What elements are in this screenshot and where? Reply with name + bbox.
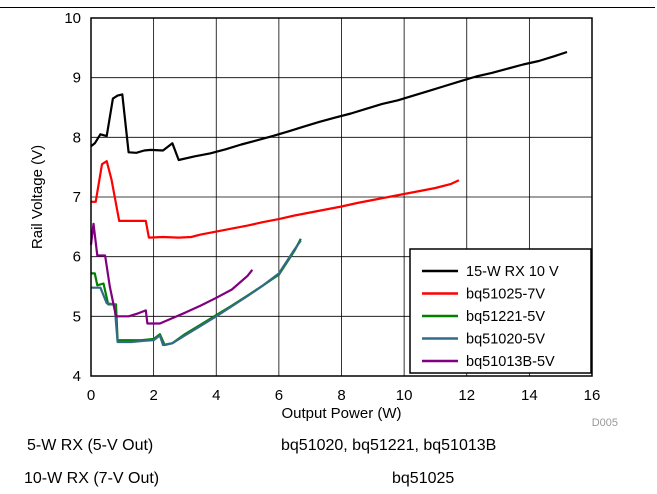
series-line-5 xyxy=(89,222,254,325)
x-tick-label: 0 xyxy=(87,387,95,404)
x-tick-label: 16 xyxy=(584,387,601,404)
legend: 15-W RX 10 V bq51025-7V bq51221-5V bq51020-… xyxy=(409,248,592,374)
series-line-4 xyxy=(91,239,302,347)
footer-row-1-left: 5-W RX (5-V Out) xyxy=(27,437,154,454)
y-tick-label: 10 xyxy=(64,10,81,27)
footer-row-2-right: bq51025 xyxy=(392,470,455,487)
legend-label-4: bq51020-5V xyxy=(466,332,545,348)
plot-frame xyxy=(90,17,593,377)
x-axis-label: Output Power (W) xyxy=(281,405,401,422)
figure-code: D005 xyxy=(592,417,618,429)
footer-row-1-right: bq51020, bq51221, bq51013B xyxy=(281,437,497,454)
x-tick-label: 14 xyxy=(521,387,538,404)
y-tick-label: 5 xyxy=(73,308,81,325)
y-tick-label: 4 xyxy=(73,368,81,385)
rail-voltage-chart: 0 2 4 6 8 10 12 14 16 4 5 6 7 8 9 10 Output Power (W) R… xyxy=(29,10,618,429)
x-tick-label: 6 xyxy=(275,387,283,404)
legend-label-5: bq51013B-5V xyxy=(466,354,555,370)
legend-label-3: bq51221-5V xyxy=(466,309,545,325)
y-axis-label: Rail Voltage (V) xyxy=(29,145,46,249)
x-tick-label: 4 xyxy=(212,387,220,404)
y-tick-label: 6 xyxy=(73,249,81,266)
x-tick-label: 10 xyxy=(396,387,413,404)
tick-labels: 0 2 4 6 8 10 12 14 16 4 5 6 7 8 9 10 xyxy=(64,10,600,404)
x-tick-label: 2 xyxy=(149,387,157,404)
y-tick-label: 9 xyxy=(73,70,81,87)
y-tick-label: 8 xyxy=(73,129,81,146)
x-tick-label: 12 xyxy=(458,387,475,404)
legend-box xyxy=(409,248,592,374)
top-rule xyxy=(0,7,655,8)
legend-label-2: bq51025-7V xyxy=(466,287,545,303)
series-line-1 xyxy=(90,50,568,162)
footer-row-2-left: 10-W RX (7-V Out) xyxy=(24,470,160,487)
series-lines xyxy=(89,50,568,347)
y-tick-label: 7 xyxy=(73,189,81,206)
x-tick-label: 8 xyxy=(337,387,345,404)
legend-label-1: 15-W RX 10 V xyxy=(466,264,559,280)
series-line-2 xyxy=(91,160,460,239)
